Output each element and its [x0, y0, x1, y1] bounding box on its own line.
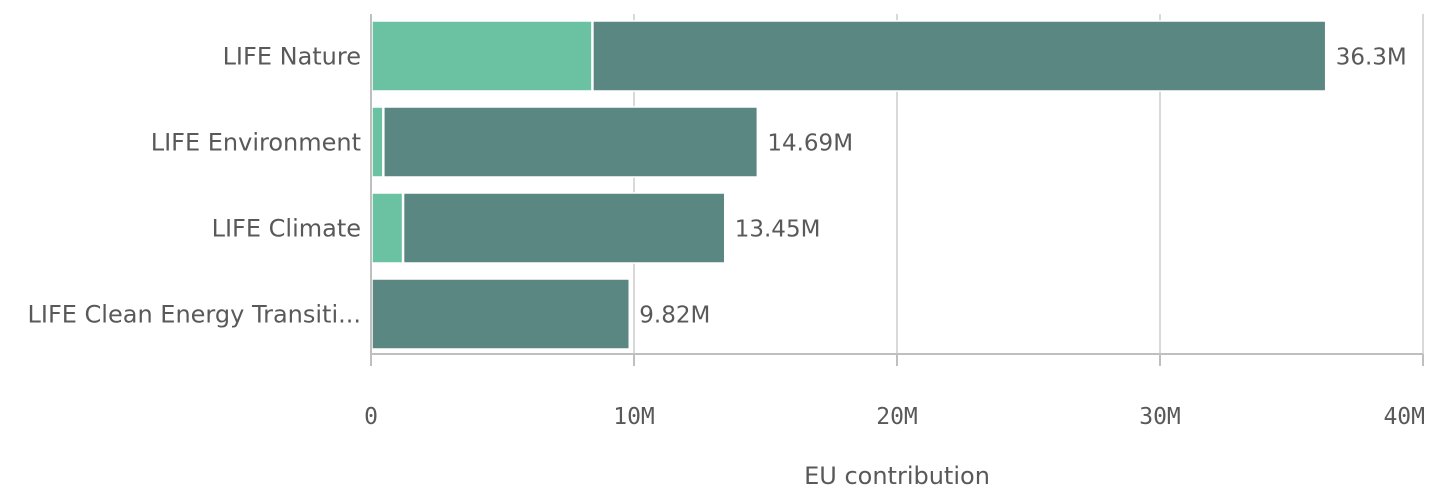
x-tick-label: 10M	[613, 404, 655, 430]
category-label: LIFE Nature	[223, 43, 361, 71]
bar-segment	[372, 21, 592, 91]
bar-segment	[372, 107, 383, 177]
value-label: 13.45M	[735, 217, 821, 243]
x-axis-title: EU contribution	[804, 462, 990, 488]
bar-segment	[404, 193, 725, 263]
bars-layer	[372, 21, 1326, 349]
bar-segment	[384, 107, 758, 177]
bar-segment	[593, 21, 1326, 91]
bar-segment	[372, 193, 403, 263]
x-tick-label: 0	[364, 404, 378, 430]
x-tick-label: 30M	[1139, 404, 1181, 430]
category-label: LIFE Environment	[151, 129, 361, 157]
x-tick-label: 20M	[876, 404, 918, 430]
value-label: 14.69M	[767, 131, 853, 157]
x-tick-label: 40M	[1383, 404, 1425, 430]
value-label: 9.82M	[639, 303, 710, 329]
category-label: LIFE Climate	[212, 215, 361, 243]
value-label: 36.3M	[1336, 45, 1407, 71]
category-label: LIFE Clean Energy Transiti...	[28, 301, 362, 329]
bar-segment	[372, 279, 629, 349]
